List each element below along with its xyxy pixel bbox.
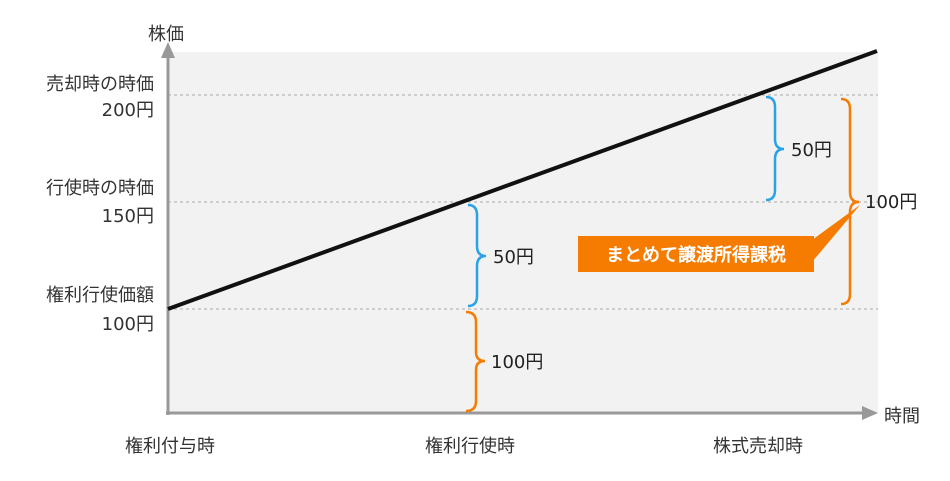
sale-gain-label: 50円: [791, 140, 832, 161]
callout-text: まとめて譲渡所得課税: [606, 244, 786, 266]
total-gain-brace: [840, 97, 860, 306]
x-tick-sale: 株式売却時: [713, 436, 803, 457]
base-amount-label: 100円: [491, 352, 543, 373]
sale-price-title: 売却時の時価: [46, 74, 154, 95]
total-gain-label: 100円: [865, 192, 917, 213]
price-line: [167, 49, 878, 311]
exercise-gain-label: 50円: [493, 247, 534, 268]
plot-area: [168, 52, 878, 413]
y-axis-title: 株価: [148, 24, 184, 45]
x-axis-title: 時間: [884, 406, 920, 427]
exercise-price-value: 150円: [102, 206, 154, 227]
strike-price-value: 100円: [102, 314, 154, 335]
callout-pointer: [812, 205, 860, 262]
x-axis-arrow-icon: [862, 406, 878, 420]
strike-price-title: 権利行使価額: [46, 285, 154, 306]
callout-box: [578, 236, 814, 272]
x-tick-grant: 権利付与時: [125, 436, 215, 457]
y-axis-arrow-icon: [161, 42, 175, 58]
base-amount-brace: [465, 310, 486, 413]
exercise-price-title: 行使時の時価: [46, 178, 154, 199]
sale-price-value: 200円: [102, 100, 154, 121]
sale-gain-brace: [765, 95, 785, 202]
x-tick-exercise: 権利行使時: [425, 436, 515, 457]
exercise-gain-brace: [467, 203, 487, 308]
